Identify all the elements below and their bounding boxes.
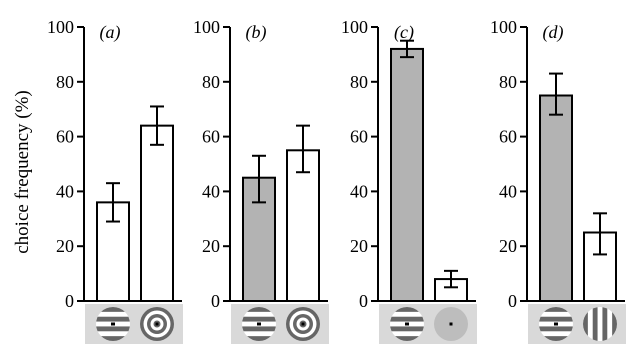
panel-d: 0 20 40 60 80 100 (d)	[490, 17, 626, 344]
y-tick-label: 40	[499, 181, 517, 201]
panel-label: (b)	[246, 22, 267, 43]
bar	[539, 94, 573, 302]
chart-panels: 0 20 40 60 80 100 (a) 0 20 40 60 80 100 (b) 0 20 40 60 80 1…	[47, 17, 626, 344]
vertical-stripes-icon	[583, 307, 617, 341]
horizontal-stripes-with-dot-icon	[96, 307, 130, 341]
bar	[286, 149, 320, 302]
horizontal-stripes-with-dot-icon	[539, 307, 573, 341]
y-axis-label: choice frequency (%)	[12, 90, 33, 254]
y-tick-label: 80	[56, 72, 74, 92]
panel-a: 0 20 40 60 80 100 (a)	[47, 17, 183, 344]
gray-disc-with-dot-icon	[434, 307, 468, 341]
y-tick-label: 40	[56, 181, 74, 201]
y-tick-label: 0	[359, 291, 368, 311]
panel-label: (d)	[543, 22, 564, 43]
y-tick-label: 20	[499, 236, 517, 256]
concentric-rings-icon	[286, 307, 320, 341]
horizontal-stripes-with-dot-icon	[390, 307, 424, 341]
y-tick-label: 80	[499, 72, 517, 92]
y-tick-label: 60	[499, 127, 517, 147]
y-tick-label: 0	[508, 291, 517, 311]
bar	[390, 47, 424, 302]
y-tick-label: 40	[350, 181, 368, 201]
horizontal-stripes-with-dot-icon	[242, 307, 276, 341]
panel-label: (a)	[100, 22, 121, 43]
y-tick-label: 0	[211, 291, 220, 311]
panel-c: 0 20 40 60 80 100 (c)	[341, 17, 477, 344]
y-tick-label: 40	[202, 181, 220, 201]
y-tick-label: 100	[193, 17, 220, 37]
panel-label: (c)	[394, 22, 414, 43]
y-tick-label: 60	[350, 127, 368, 147]
panel-b: 0 20 40 60 80 100 (b)	[193, 17, 329, 344]
y-tick-label: 80	[202, 72, 220, 92]
y-tick-label: 100	[341, 17, 368, 37]
concentric-rings-icon	[140, 307, 174, 341]
y-tick-label: 100	[490, 17, 517, 37]
y-tick-label: 80	[350, 72, 368, 92]
y-tick-label: 20	[350, 236, 368, 256]
y-tick-label: 100	[47, 17, 74, 37]
bar	[140, 124, 174, 302]
y-tick-label: 60	[56, 127, 74, 147]
y-tick-label: 60	[202, 127, 220, 147]
y-tick-label: 20	[202, 236, 220, 256]
y-tick-label: 20	[56, 236, 74, 256]
y-tick-label: 0	[65, 291, 74, 311]
